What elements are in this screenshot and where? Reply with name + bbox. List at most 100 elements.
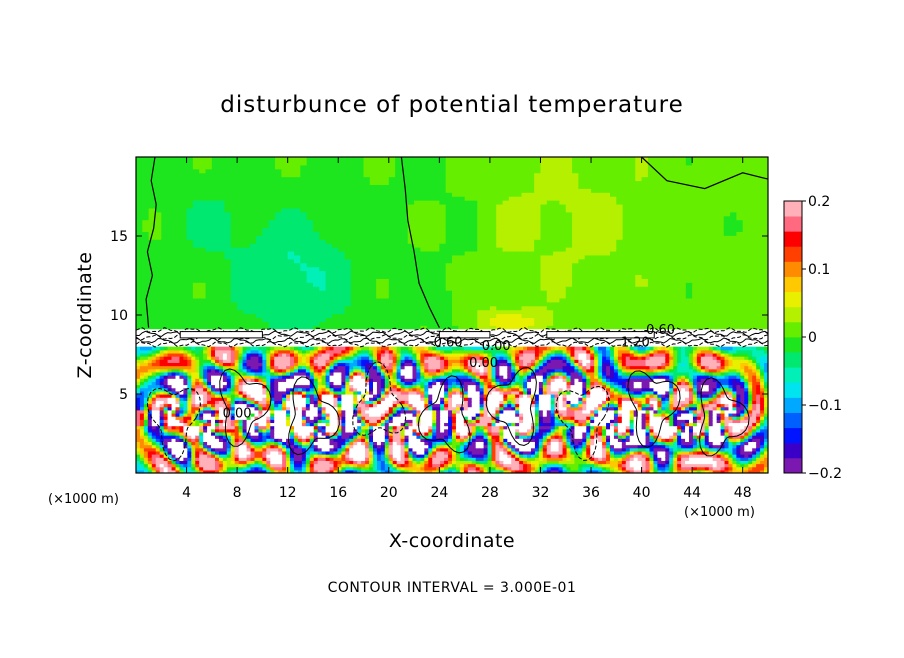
field-cell (452, 250, 459, 256)
field-cell (679, 207, 687, 213)
field-cell (654, 254, 662, 260)
field-cell (572, 305, 579, 311)
field-cell (171, 356, 177, 360)
field-cell (742, 293, 750, 299)
field-cell (199, 203, 207, 209)
field-cell (540, 317, 548, 322)
field-cell (578, 262, 586, 268)
field-cell (628, 297, 636, 303)
field-cell (749, 258, 756, 264)
field-cell (179, 368, 184, 373)
field-cell (628, 325, 636, 330)
field-cell (685, 293, 693, 299)
field-cell (143, 444, 149, 449)
field-cell (464, 239, 472, 244)
field-cell (300, 262, 308, 268)
field-cell (344, 192, 352, 197)
field-cell (256, 286, 263, 291)
field-cell (452, 270, 459, 276)
field-cell (180, 325, 188, 330)
field-cell (711, 239, 719, 244)
field-cell (344, 219, 352, 225)
field-cell (730, 231, 737, 236)
field-cell (534, 297, 542, 303)
field-cell (489, 207, 497, 213)
field-cell (452, 293, 459, 299)
field-cell (186, 317, 194, 322)
field-cell (262, 317, 270, 322)
field-cell (306, 200, 314, 205)
field-cell (717, 223, 725, 229)
field-cell (205, 168, 213, 174)
field-cell (458, 301, 466, 307)
field-cell (139, 447, 145, 452)
field-cell (262, 168, 270, 174)
field-cell (306, 293, 314, 299)
field-cell (395, 219, 403, 225)
field-cell (578, 188, 586, 193)
field-cell (730, 305, 737, 311)
field-cell (559, 215, 567, 221)
field-cell (496, 192, 504, 197)
field-cell (312, 203, 320, 209)
field-cell (546, 325, 554, 330)
field-cell (388, 184, 396, 189)
field-cell (420, 227, 428, 232)
field-cell (136, 301, 143, 307)
field-cell (139, 356, 145, 360)
field-cell (622, 290, 630, 295)
field-cell (136, 184, 143, 189)
field-cell (167, 278, 175, 283)
field-cell (761, 262, 768, 268)
field-cell (306, 180, 314, 185)
field-cell (143, 463, 149, 468)
field-cell (635, 247, 643, 252)
field-cell (395, 211, 403, 217)
field-cell (369, 235, 377, 240)
field-cell (464, 293, 472, 299)
field-cell (622, 192, 630, 197)
field-cell (186, 293, 194, 299)
field-cell (477, 247, 485, 252)
field-cell (508, 184, 516, 189)
field-cell (243, 297, 251, 303)
field-cell (369, 215, 377, 221)
field-cell (167, 227, 175, 232)
field-cell (344, 286, 352, 291)
field-cell (155, 365, 161, 370)
field-cell (407, 219, 415, 225)
field-cell (173, 301, 181, 307)
field-cell (376, 168, 384, 174)
field-cell (439, 262, 447, 268)
field-cell (136, 378, 141, 382)
field-cell (477, 282, 485, 287)
field-cell (175, 346, 181, 351)
field-cell (534, 239, 542, 244)
field-cell (230, 305, 238, 311)
field-cell (338, 282, 346, 287)
field-cell (736, 313, 744, 319)
field-cell (420, 266, 428, 272)
field-cell (584, 211, 592, 217)
field-cell (186, 243, 194, 248)
field-cell (553, 239, 561, 244)
field-cell (578, 282, 586, 287)
field-cell (673, 254, 681, 260)
field-cell (565, 290, 573, 295)
field-cell (224, 243, 232, 248)
field-cell (584, 250, 592, 256)
field-cell (187, 359, 192, 363)
field-cell (414, 305, 421, 311)
field-cell (147, 425, 153, 430)
field-cell (151, 365, 157, 370)
field-cell (597, 184, 605, 189)
field-cell (167, 466, 173, 471)
field-cell (179, 431, 184, 436)
field-cell (685, 176, 693, 182)
field-cell (167, 352, 173, 357)
field-cell (171, 425, 177, 430)
field-cell (325, 196, 333, 201)
field-cell (382, 290, 390, 295)
field-cell (508, 266, 516, 272)
field-cell (363, 282, 371, 287)
